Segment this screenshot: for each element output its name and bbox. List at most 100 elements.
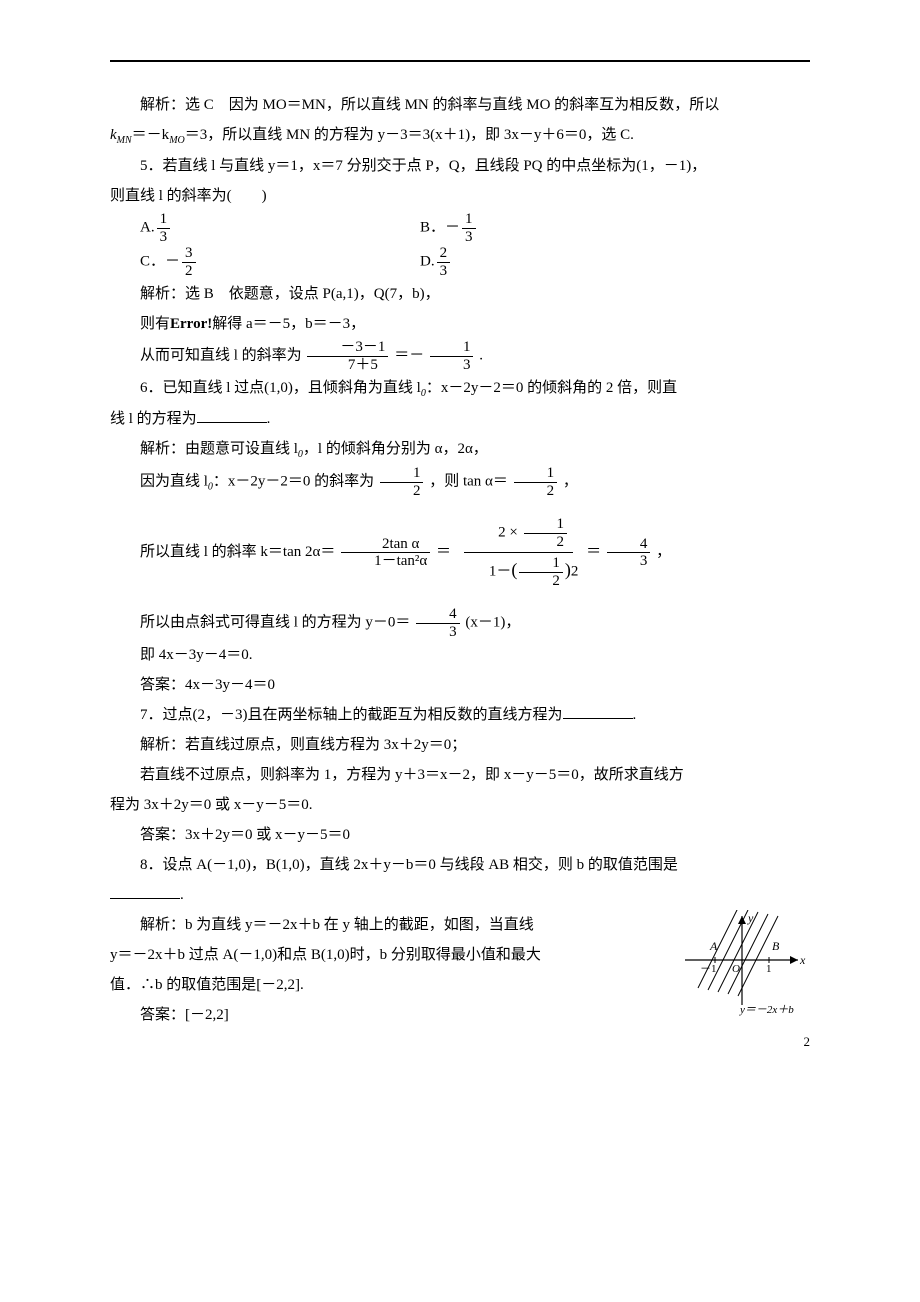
sol6-line5: 即 4x－3y－4＝0. — [110, 640, 810, 670]
t: 解析：b 为直线 y＝－2x＋b 在 y 轴上的截距，如图，当直线 — [140, 917, 534, 933]
t: 1 — [519, 555, 563, 573]
nested-fraction: 2 × 12 1－(12)2 — [455, 514, 583, 591]
sol5-line3: 从而可知直线 l 的斜率为 －3－17＋5 ＝－ 13 . — [110, 339, 810, 373]
label-m1: －1 — [700, 963, 717, 975]
t: 所以直线 l 的斜率 k＝tan 2α＝ — [140, 544, 335, 560]
sol5-line1: 解析：选 B 依题意，设点 P(a,1)，Q(7，b)， — [110, 279, 810, 309]
t: 程为 3x＋2y＝0 或 x－y－5＝0. — [110, 797, 313, 813]
t: 即 4x－3y－4＝0. — [140, 647, 253, 663]
q6-line1: 6．已知直线 l 过点(1,0)，且倾斜角为直线 l0：x－2y－2＝0 的倾斜… — [110, 373, 810, 404]
option-d: D.23 — [420, 245, 700, 279]
page-number: 2 — [804, 1034, 811, 1050]
q6-line2: 线 l 的方程为. — [110, 404, 810, 434]
t: 3 — [462, 229, 476, 246]
t: ， — [563, 473, 578, 489]
q8-line2: . — [110, 880, 810, 910]
label-O: O — [732, 963, 740, 975]
t: 解析：由题意可设直线 l — [140, 441, 298, 457]
t: 答案：3x＋2y＝0 或 x－y－5＝0 — [140, 827, 350, 843]
t: D. — [420, 253, 435, 269]
t: 值．∴b 的取值范围是[－2,2]. — [110, 977, 304, 993]
t: 3 — [437, 263, 451, 280]
t: 5．若直线 l 与直线 y＝1，x＝7 分别交于点 P，Q，且线段 PQ 的中点… — [140, 158, 706, 174]
t: 1－tan²α — [341, 553, 430, 570]
t: 2 — [514, 483, 558, 500]
t: ＝－ — [394, 347, 424, 363]
t: 1 — [462, 211, 476, 229]
t: 则直线 l 的斜率为( ) — [110, 188, 267, 204]
sol4-line2: kMN＝－kMO＝3，所以直线 MN 的方程为 y－3＝3(x＋1)，即 3x－… — [110, 120, 810, 151]
t: 1 — [430, 339, 474, 357]
t: 所以由点斜式可得直线 l 的方程为 y－0＝ — [140, 614, 410, 630]
t: 解得 a＝－5，b＝－3， — [212, 316, 365, 332]
t: . — [180, 887, 184, 903]
sol6-line2: 因为直线 l0：x－2y－2＝0 的斜率为 12 ，则 tan α＝ 12 ， — [110, 465, 810, 499]
label-B: B — [772, 939, 780, 953]
t: 2 — [524, 534, 568, 551]
t: . — [479, 347, 483, 363]
t: 1 — [524, 516, 568, 534]
sol6-line4: 所以由点斜式可得直线 l 的方程为 y－0＝ 43 (x－1)， — [110, 606, 810, 640]
label-A: A — [709, 939, 718, 953]
top-rule — [110, 60, 810, 62]
t: 4 — [607, 536, 651, 554]
t: 解析：选 C 因为 MO＝MN，所以直线 MN 的斜率与直线 MO 的斜率互为相… — [140, 97, 719, 113]
option-c: C．－32 — [140, 245, 420, 279]
t: 2 — [380, 483, 424, 500]
label-p1: 1 — [766, 963, 772, 975]
t: 3 — [416, 624, 460, 641]
t: MN — [117, 135, 132, 146]
option-b: B．－13 — [420, 211, 700, 245]
t: ＝ — [586, 544, 601, 560]
t: 1 — [157, 211, 171, 229]
t: B．－ — [420, 219, 460, 235]
options-row2: C．－32 D.23 — [140, 245, 810, 279]
sol7-line3: 程为 3x＋2y＝0 或 x－y－5＝0. — [110, 790, 810, 820]
t: 3 — [182, 245, 196, 263]
t: y＝－2x＋b 过点 A(－1,0)和点 B(1,0)时，b 分别取得最小值和最… — [110, 947, 541, 963]
t: A. — [140, 219, 155, 235]
t: (x－1)， — [465, 614, 520, 630]
label-eq: y＝－2x＋b — [739, 1004, 794, 1016]
t: ＝ — [436, 544, 451, 560]
t: －3－1 — [307, 339, 388, 357]
t: MO — [169, 135, 185, 146]
t: C．－ — [140, 253, 180, 269]
t: 若直线不过原点，则斜率为 1，方程为 y＋3＝x－2，即 x－y－5＝0，故所求… — [140, 767, 684, 783]
option-a: A.13 — [140, 211, 420, 245]
t: 2 — [437, 245, 451, 263]
t: 从而可知直线 l 的斜率为 — [140, 347, 302, 363]
t: 1 — [514, 465, 558, 483]
sol6-line1: 解析：由题意可设直线 l0，l 的倾斜角分别为 α，2α， — [110, 434, 810, 465]
sol7-line1: 解析：若直线过原点，则直线方程为 3x＋2y＝0； — [110, 730, 810, 760]
t: ＝－k — [132, 127, 170, 143]
t: 3 — [157, 229, 171, 246]
t: 4 — [416, 606, 460, 624]
t: 3 — [607, 553, 651, 570]
blank — [563, 703, 633, 719]
q8-line1: 8．设点 A(－1,0)，B(1,0)，直线 2x＋y－b＝0 与线段 AB 相… — [110, 850, 810, 880]
t: ，l 的倾斜角分别为 α，2α， — [303, 441, 488, 457]
t: 则有 — [140, 316, 170, 332]
t: . — [267, 411, 271, 427]
t: 1 — [380, 465, 424, 483]
ans6: 答案：4x－3y－4＝0 — [110, 670, 810, 700]
blank — [110, 883, 180, 899]
t: ， — [656, 544, 671, 560]
t: 2 — [519, 573, 563, 590]
t: k — [110, 127, 117, 143]
sol5-line2: 则有Error!解得 a＝－5，b＝－3， — [110, 309, 810, 339]
t: 解析：选 B 依题意，设点 P(a,1)，Q(7，b)， — [140, 286, 440, 302]
q5-line2: 则直线 l 的斜率为( ) — [110, 181, 810, 211]
t: Error! — [170, 316, 212, 332]
q7: 7．过点(2，－3)且在两坐标轴上的截距互为相反数的直线方程为. — [110, 700, 810, 730]
options-row1: A.13 B．－13 — [140, 211, 810, 245]
t: 7．过点(2，－3)且在两坐标轴上的截距互为相反数的直线方程为 — [140, 707, 563, 723]
t: 6．已知直线 l 过点(1,0)，且倾斜角为直线 l — [140, 380, 421, 396]
t: ：x－2y－2＝0 的斜率为 — [213, 473, 374, 489]
t: . — [633, 707, 637, 723]
t: ，则 tan α＝ — [429, 473, 508, 489]
blank — [197, 407, 267, 423]
sol4-line1: 解析：选 C 因为 MO＝MN，所以直线 MN 的斜率与直线 MO 的斜率互为相… — [110, 90, 810, 120]
t: 3 — [430, 357, 474, 374]
